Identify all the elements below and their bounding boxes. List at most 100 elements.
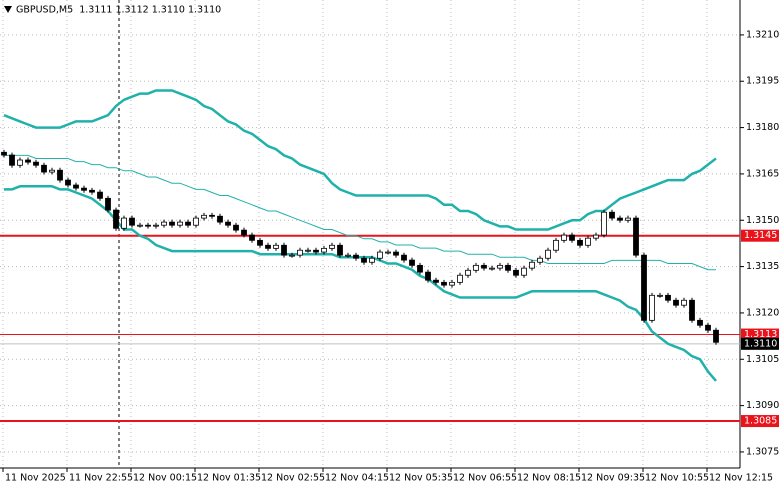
last-price-label: 1.3110: [744, 338, 777, 349]
candle-body: [345, 254, 351, 257]
candle-body: [673, 299, 679, 306]
candle-body: [561, 234, 567, 241]
candle-body: [425, 271, 431, 281]
candle-body: [33, 161, 39, 166]
y-tick-label: 1.3180: [746, 122, 779, 133]
candle-body: [393, 251, 399, 256]
candle-body: [289, 254, 295, 257]
candle-body: [697, 319, 703, 326]
candle-body: [481, 264, 487, 269]
x-tick-label: 12 Nov 12:15: [709, 473, 773, 484]
candle-body: [641, 254, 647, 321]
candle-body: [441, 281, 447, 286]
x-tick-label: 12 Nov 00:15: [133, 473, 197, 484]
level-label: 1.3085: [744, 416, 777, 427]
candle-body: [9, 154, 15, 166]
candle-body: [353, 254, 359, 259]
candle-body: [65, 179, 71, 186]
x-tick-label: 12 Nov 01:35: [197, 473, 261, 484]
x-tick-label: 12 Nov 02:55: [261, 473, 325, 484]
candle-body: [137, 224, 143, 227]
candle-body: [257, 239, 263, 246]
candle-body: [17, 159, 23, 166]
x-tick-label: 12 Nov 04:15: [325, 473, 389, 484]
y-tick-label: 1.3075: [746, 446, 779, 457]
candle-body: [337, 244, 343, 256]
candle-body: [185, 221, 191, 226]
candle-body: [545, 249, 551, 259]
candle-body: [145, 224, 151, 227]
candle-body: [465, 269, 471, 276]
candle-body: [49, 169, 55, 173]
candle-body: [321, 247, 327, 253]
candle-body: [609, 211, 615, 219]
candle-body: [505, 264, 511, 271]
y-tick-label: 1.3195: [746, 76, 779, 87]
candle-body: [265, 244, 271, 249]
candle-body: [369, 257, 375, 263]
level-label: 1.3145: [744, 230, 777, 241]
candle-body: [121, 217, 127, 229]
band-line: [4, 154, 716, 271]
candle-body: [497, 264, 503, 269]
x-tick-label: 11 Nov 2025: [5, 473, 66, 484]
candle-body: [449, 281, 455, 286]
candle-body: [681, 299, 687, 306]
candle-body: [409, 259, 415, 266]
x-tick-label: 12 Nov 06:55: [453, 473, 517, 484]
y-tick-label: 1.3165: [746, 168, 779, 179]
candle-body: [665, 294, 671, 301]
y-tick-label: 1.3135: [746, 261, 779, 272]
y-tick-label: 1.3150: [746, 215, 779, 226]
candle-body: [593, 234, 599, 239]
candle-body: [249, 234, 255, 241]
candle-body: [273, 244, 279, 249]
symbol-icon: [4, 6, 12, 13]
candle-body: [713, 329, 719, 343]
candle-body: [457, 274, 463, 283]
chart-title: GBPUSD,M5 1.3111 1.3112 1.3110 1.3110: [16, 5, 221, 16]
candle-body: [73, 184, 79, 189]
candle-body: [193, 217, 199, 226]
candle-body: [601, 211, 607, 236]
last-price-box: [741, 337, 779, 350]
candle-body: [81, 187, 87, 191]
x-tick-label: 11 Nov 22:55: [69, 473, 133, 484]
candle-body: [209, 214, 215, 217]
y-tick-label: 1.3210: [746, 29, 779, 40]
candle-body: [537, 257, 543, 263]
candle-body: [105, 197, 111, 211]
level-label-box: [741, 415, 779, 428]
x-tick-label: 12 Nov 10:55: [645, 473, 709, 484]
candle-body: [57, 169, 63, 181]
candle-body: [385, 251, 391, 254]
level-label: 1.3113: [744, 329, 777, 340]
y-tick-label: 1.3120: [746, 307, 779, 318]
candle-body: [233, 224, 239, 231]
candle-body: [433, 279, 439, 283]
candle-body: [617, 217, 623, 221]
band-line: [3, 89, 717, 231]
y-tick-label: 1.3105: [746, 354, 779, 365]
candle-body: [625, 217, 631, 221]
candle-body: [513, 269, 519, 276]
candle-body: [41, 164, 47, 173]
candle-body: [689, 299, 695, 321]
candle-body: [225, 221, 231, 226]
candle-body: [489, 267, 495, 270]
level-label-box: [741, 328, 779, 341]
candle-body: [521, 267, 527, 276]
candle-body: [313, 249, 319, 253]
candle-body: [89, 189, 95, 193]
candle-body: [633, 217, 639, 256]
candle-body: [201, 214, 207, 219]
candle-body: [377, 251, 383, 259]
x-tick-label: 12 Nov 09:35: [581, 473, 645, 484]
candle-body: [585, 237, 591, 246]
candle-body: [113, 209, 119, 229]
candle-body: [329, 244, 335, 249]
candle-body: [281, 244, 287, 256]
candle-body: [161, 221, 167, 226]
